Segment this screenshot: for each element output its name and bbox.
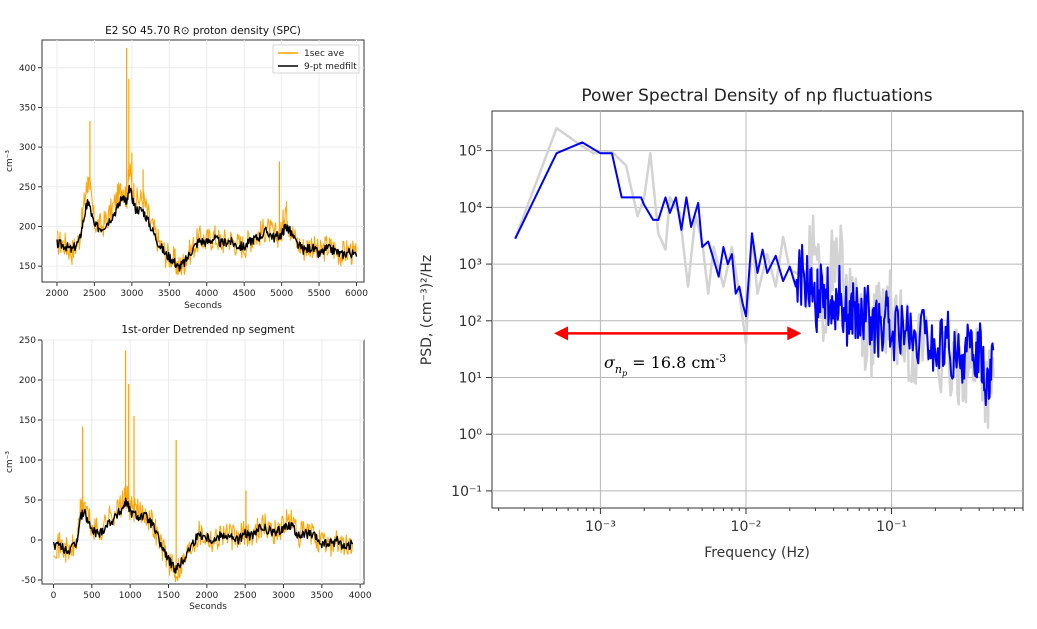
y-tick-label: 400 [19, 64, 36, 74]
y-tick-label: 300 [19, 143, 36, 153]
panel3-yticks: 10⁻¹ 10⁰ 10¹ 10² 10³ 10⁴ 10⁵ [451, 144, 492, 500]
sigma-sub: n [615, 363, 622, 376]
panel3-series [514, 126, 995, 429]
sigma-label: σnp = 16.8 cm-3 [604, 352, 726, 378]
panel1-title: E2 SO 45.70 R⊙ proton density (SPC) [105, 25, 301, 37]
panel1-series [56, 47, 358, 276]
series-line-9-pt-medfilt [56, 184, 358, 272]
y-tick-label: 250 [19, 336, 36, 346]
x-tick-label: 2500 [234, 591, 257, 601]
x-tick-label: 1000 [119, 591, 142, 601]
x-tick-label: 5500 [308, 289, 331, 299]
sigma-arrow-head-left [554, 326, 569, 341]
legend-box [272, 44, 360, 74]
x-tick-label: 3000 [272, 591, 295, 601]
panel2-xticks: 0 500 1000 1500 2000 2500 3000 3500 4000 [51, 584, 372, 601]
panel3-xticks: 10⁻³ 10⁻² 10⁻¹ [498, 508, 1024, 535]
x-tick-label: 3500 [310, 591, 333, 601]
x-tick-label: 500 [83, 591, 100, 601]
x-tick-label: 10⁻³ [585, 519, 616, 535]
series-line-detrended [53, 485, 353, 583]
sigma-subsub: p [622, 369, 627, 378]
y-tick-label: 250 [19, 183, 36, 193]
y-tick-label: 10⁵ [459, 144, 482, 160]
x-tick-label: 4000 [195, 289, 218, 299]
x-tick-label: 5000 [270, 289, 293, 299]
x-tick-label: 0 [51, 591, 57, 601]
panel3-plot-area [491, 110, 1024, 509]
panel2-series [52, 350, 354, 583]
panel1-ylabel: cm⁻³ [5, 150, 15, 172]
y-tick-label: 10⁴ [459, 200, 483, 216]
x-tick-label: 10⁻² [731, 519, 762, 535]
sigma-sup: -3 [715, 352, 726, 365]
x-tick-label: 4000 [349, 591, 372, 601]
x-tick-label: 3500 [158, 289, 181, 299]
panel2-title: 1st-order Detrended np segment [121, 324, 294, 336]
y-tick-label: 10³ [459, 257, 482, 273]
series-line-medfilt [52, 497, 354, 574]
legend-label-1sec: 1sec ave [304, 49, 345, 59]
y-tick-label: 50 [25, 496, 37, 506]
y-tick-label: 150 [19, 416, 36, 426]
x-tick-label: 3000 [120, 289, 143, 299]
series-line-raw-PSD [514, 126, 995, 429]
panel3-xlabel: Frequency (Hz) [704, 545, 810, 561]
panel-psd: Power Spectral Density of np fluctuation… [419, 86, 1024, 561]
x-tick-label: 2500 [83, 289, 106, 299]
panel3-gridlines [492, 111, 1023, 508]
panel-proton-density: E2 SO 45.70 R⊙ proton density (SPC) Seco… [5, 25, 368, 311]
panel1-xticks: 2000 2500 3000 3500 4000 4500 5000 5500 6000 [46, 282, 368, 299]
y-tick-label: 10¹ [459, 370, 482, 386]
panel1-yticks: 150 200 250 300 350 400 [19, 64, 42, 272]
panel3-ylabel: PSD, (cm⁻³)²/Hz [419, 255, 435, 365]
sigma-eq: = 16.8 cm [632, 353, 715, 372]
panel1-legend: 1sec ave 9-pt medfilt [272, 44, 360, 74]
panel3-title: Power Spectral Density of np fluctuation… [581, 86, 932, 106]
y-tick-label: 350 [19, 103, 36, 113]
series-line-smoothed-PSD [514, 141, 995, 407]
sigma-arrow-head-right [787, 326, 802, 341]
y-tick-label: 200 [19, 376, 36, 386]
x-tick-label: 4500 [233, 289, 256, 299]
y-tick-label: 10⁰ [459, 427, 483, 443]
panel2-yticks: -50 0 50 100 150 200 250 [19, 336, 42, 586]
x-tick-label: 1500 [157, 591, 180, 601]
y-tick-label: 10² [459, 314, 482, 330]
x-tick-label: 2000 [195, 591, 218, 601]
x-tick-label: 2000 [46, 289, 69, 299]
panel1-xlabel: Seconds [184, 301, 222, 311]
x-tick-label: 6000 [345, 289, 368, 299]
sigma-annotation: σnp = 16.8 cm-3 [554, 326, 802, 378]
y-tick-label: 10⁻¹ [451, 484, 482, 500]
y-tick-label: 150 [19, 262, 36, 272]
y-tick-label: 0 [30, 536, 36, 546]
y-tick-label: 200 [19, 222, 36, 232]
y-tick-label: -50 [21, 576, 36, 586]
panel2-plot-area [41, 339, 365, 585]
y-tick-label: 100 [19, 456, 36, 466]
x-tick-label: 10⁻¹ [876, 519, 907, 535]
panel2-xlabel: Seconds [189, 602, 227, 612]
legend-label-medfilt: 9-pt medfilt [304, 62, 357, 72]
sigma-symbol: σ [604, 353, 616, 372]
panel2-ylabel: cm⁻³ [5, 451, 15, 473]
panel-detrended: 1st-order Detrended np segment Seconds c… [5, 324, 372, 612]
